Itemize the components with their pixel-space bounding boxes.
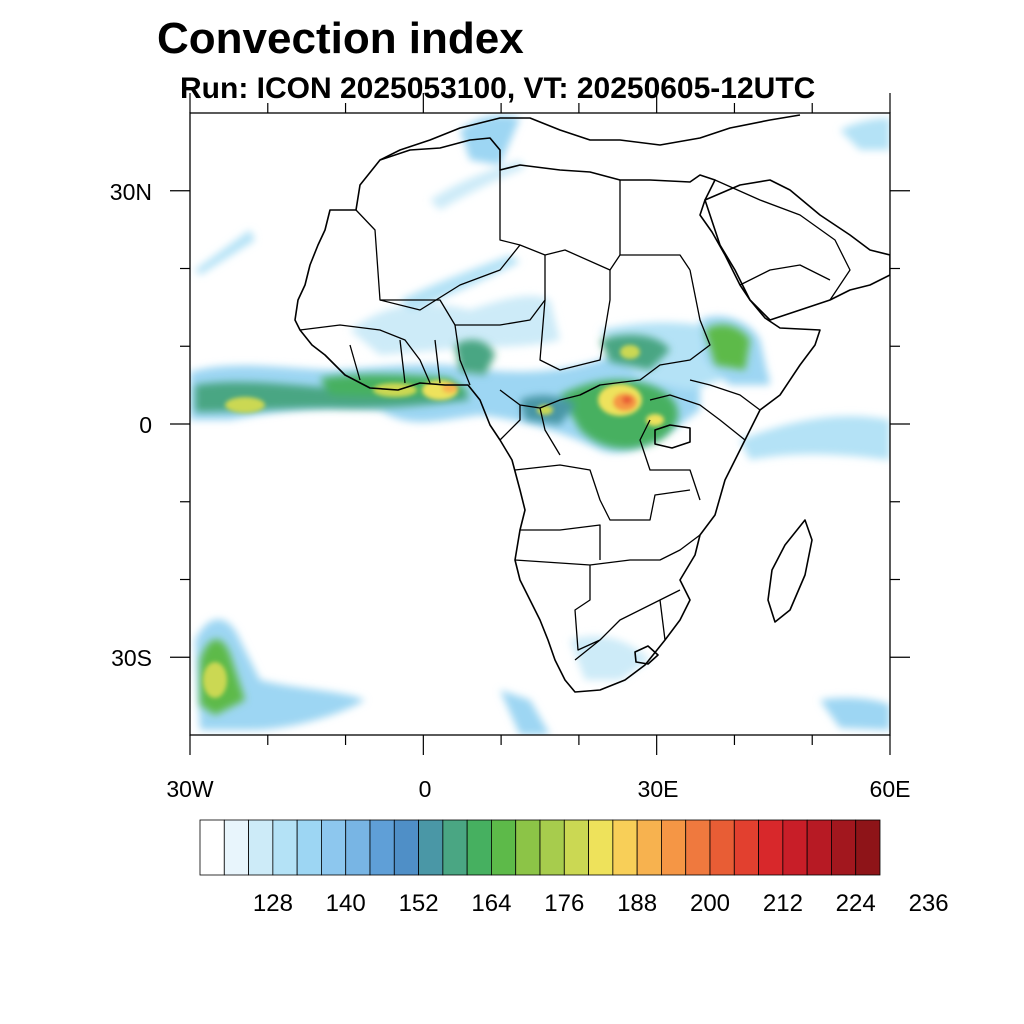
y-tick-label-30s: 30S <box>111 645 152 671</box>
colorbar-swatch <box>758 819 784 876</box>
arabia-coastline <box>704 179 890 321</box>
field-indian-ocean <box>740 416 890 460</box>
colorbar-swatch <box>418 819 444 876</box>
border-libya <box>499 170 621 255</box>
colorbar-label: 212 <box>763 890 803 917</box>
peak-congo-3 <box>622 396 632 404</box>
field-south-africa <box>570 636 650 680</box>
peak-atlantic <box>225 397 265 413</box>
chart-title: Convection index <box>157 14 524 63</box>
colorbar-labels: 128 140 152 164 176 188 200 212 224 236 <box>253 890 949 917</box>
colorbar-swatch <box>733 819 759 876</box>
field-algeria-streak <box>430 160 525 210</box>
field-nigeria-green <box>455 339 495 375</box>
colorbar-swatch <box>199 819 225 876</box>
border-arabia <box>714 179 851 301</box>
x-tick-label-30w: 30W <box>166 776 214 802</box>
field-ne-corner <box>840 118 890 150</box>
colorbar-swatch <box>563 819 589 876</box>
field-south-streak <box>500 690 550 735</box>
colorbar-swatch <box>831 819 857 876</box>
colorbar-label: 200 <box>690 890 730 917</box>
colorbar-swatch <box>272 819 298 876</box>
colorbar-swatch <box>296 819 322 876</box>
x-tick-label-30e: 30E <box>638 776 679 802</box>
border-sudan-ethiopia <box>579 269 711 396</box>
europe-coastline <box>379 114 801 161</box>
map-outlines <box>294 114 890 693</box>
colorbar-swatch <box>442 819 468 876</box>
colorbar-swatch <box>588 819 614 876</box>
field-nw-streak <box>195 230 255 275</box>
peak-satl <box>203 662 227 698</box>
border-southern-africa <box>514 534 701 661</box>
colorbar-label: 188 <box>617 890 657 917</box>
colorbar-swatch <box>782 819 808 876</box>
peak-sudan <box>620 345 640 359</box>
colorbar-label: 176 <box>544 890 584 917</box>
africa-coastline <box>294 137 821 693</box>
colorbar-swatch <box>248 819 274 876</box>
axis-ticks <box>170 93 910 755</box>
colorbar-swatch <box>685 819 711 876</box>
colorbar <box>199 819 881 876</box>
colorbar-swatch <box>515 819 541 876</box>
colorbar-swatch <box>466 819 492 876</box>
x-tick-label-0: 0 <box>419 776 432 802</box>
colorbar-label: 152 <box>399 890 439 917</box>
colorbar-swatch <box>345 819 371 876</box>
field-med <box>460 115 520 165</box>
colorbar-swatch <box>369 819 395 876</box>
border-chad-sudan <box>539 270 611 371</box>
colorbar-swatch <box>709 819 735 876</box>
border-central-africa <box>499 384 601 456</box>
colorbar-label: 140 <box>326 890 366 917</box>
colorbar-label: 128 <box>253 890 293 917</box>
colorbar-label: 164 <box>471 890 511 917</box>
convection-field <box>190 115 890 735</box>
colorbar-swatch <box>393 819 419 876</box>
y-tick-label-30n: 30N <box>110 179 152 205</box>
border-west-africa <box>299 324 471 386</box>
border-east-africa <box>639 379 761 501</box>
lake-victoria <box>654 424 691 449</box>
chart-subtitle: Run: ICON 2025053100, VT: 20250605-12UTC <box>180 72 816 105</box>
colorbar-swatch <box>855 819 881 876</box>
field-se-corner <box>820 697 890 730</box>
colorbar-swatch <box>806 819 832 876</box>
colorbar-swatch <box>539 819 565 876</box>
colorbar-swatch <box>612 819 638 876</box>
colorbar-swatch <box>661 819 687 876</box>
madagascar-coastline <box>767 519 813 623</box>
colorbar-swatch <box>223 819 249 876</box>
colorbar-swatch <box>321 819 347 876</box>
colorbar-swatch <box>636 819 662 876</box>
colorbar-label: 236 <box>909 890 949 917</box>
border-drc-angola <box>514 464 691 560</box>
peak-uganda <box>646 414 664 426</box>
field-sahara-streak <box>400 255 520 310</box>
colorbar-swatch <box>491 819 517 876</box>
field-ethiopia-green <box>705 324 750 370</box>
border-maghreb <box>355 209 691 311</box>
colorbar-label: 224 <box>836 890 876 917</box>
x-tick-label-60e: 60E <box>870 776 911 802</box>
y-tick-label-0: 0 <box>139 412 152 438</box>
lesotho <box>634 645 659 665</box>
